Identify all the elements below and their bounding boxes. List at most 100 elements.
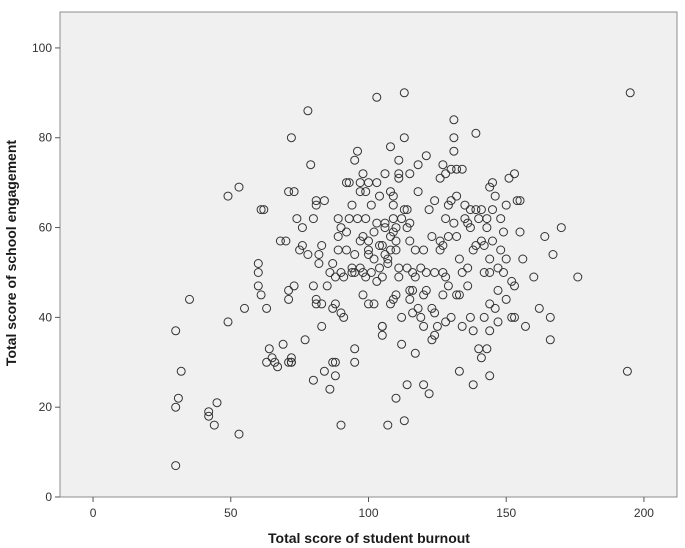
scatter-point — [463, 281, 473, 291]
scatter-point — [413, 160, 423, 170]
scatter-point — [499, 227, 508, 237]
scatter-point — [325, 268, 335, 277]
scatter-point — [457, 321, 467, 331]
scatter-point — [372, 276, 382, 286]
scatter-point — [284, 187, 294, 197]
scatter-point — [256, 205, 266, 215]
scatter-point — [622, 366, 632, 376]
scatter-point — [405, 294, 415, 304]
scatter-point — [369, 227, 379, 237]
scatter-point — [501, 294, 511, 304]
scatter-point — [496, 214, 506, 224]
scatter-point — [446, 164, 456, 174]
scatter-point — [416, 312, 426, 322]
scatter-point — [328, 357, 338, 367]
scatter-point — [369, 299, 379, 309]
scatter-point — [234, 182, 244, 192]
x-tick-label: 0 — [90, 506, 97, 520]
scatter-point — [397, 312, 407, 322]
x-tick-label: 100 — [358, 506, 378, 520]
scatter-point — [490, 191, 500, 201]
scatter-point — [375, 191, 384, 201]
scatter-point — [501, 200, 511, 210]
scatter-point — [452, 290, 462, 300]
scatter-point — [410, 348, 420, 358]
scatter-point — [430, 196, 440, 206]
scatter-point — [435, 245, 445, 255]
scatter-point — [438, 268, 448, 277]
scatter-point — [408, 268, 418, 277]
scatter-point — [364, 236, 373, 246]
scatter-point — [355, 263, 365, 273]
scatter-point — [427, 303, 437, 313]
scatter-point — [377, 321, 387, 331]
scatter-point — [405, 169, 415, 179]
scatter-point — [383, 420, 393, 430]
scatter-point — [358, 169, 368, 179]
scatter-point — [311, 299, 321, 309]
scatter-point — [496, 245, 506, 255]
scatter-point — [388, 191, 398, 201]
scatter-point — [534, 303, 544, 313]
scatter-point — [468, 380, 478, 390]
scatter-point — [413, 303, 423, 313]
scatter-point — [209, 420, 219, 430]
scatter-point — [482, 223, 492, 233]
scatter-point — [284, 285, 294, 295]
scatter-point — [471, 205, 481, 215]
scatter-point — [267, 353, 277, 363]
scatter-point — [454, 366, 464, 376]
scatter-point — [380, 169, 390, 179]
scatter-point — [438, 290, 448, 300]
scatter-point — [419, 380, 429, 390]
scatter-point — [330, 299, 340, 309]
scatter-point — [452, 191, 462, 201]
scatter-point — [493, 285, 503, 295]
scatter-point — [394, 169, 404, 179]
scatter-point — [185, 294, 194, 304]
scatter-point — [485, 254, 495, 264]
scatter-point — [449, 133, 459, 143]
scatter-point — [330, 357, 340, 367]
scatter-point — [399, 133, 409, 143]
scatter-point — [432, 321, 442, 331]
scatter-point — [479, 241, 489, 250]
scatter-point — [485, 326, 495, 336]
scatter-point — [325, 384, 335, 394]
scatter-point — [545, 335, 555, 345]
scatter-point — [319, 196, 329, 206]
scatter-point — [380, 223, 390, 233]
scatter-point — [306, 160, 316, 170]
x-axis-title: Total score of student burnout — [268, 530, 470, 546]
scatter-point — [361, 187, 371, 197]
scatter-point — [286, 133, 296, 143]
scatter-point — [347, 200, 357, 210]
scatter-point — [375, 263, 384, 273]
scatter-point — [347, 268, 357, 277]
scatter-point — [281, 236, 291, 246]
scatter-point — [223, 191, 233, 201]
scatter-point — [463, 218, 473, 228]
scatter-point — [383, 259, 393, 268]
scatter-point — [493, 317, 503, 327]
scatter-point — [430, 330, 440, 340]
x-tick-label: 200 — [634, 506, 654, 520]
x-tick-label: 50 — [224, 506, 238, 520]
y-tick-label: 40 — [39, 310, 53, 324]
scatter-point — [342, 227, 351, 237]
scatter-point — [391, 393, 401, 403]
scatter-point — [358, 232, 368, 241]
y-tick-label: 60 — [39, 221, 53, 235]
scatter-point — [488, 178, 497, 188]
scatter-point — [452, 232, 462, 241]
scatter-point — [454, 290, 464, 300]
scatter-point — [289, 281, 299, 291]
scatter-point — [386, 232, 395, 241]
scatter-point — [438, 241, 448, 250]
scatter-point — [394, 272, 404, 282]
scatter-point — [171, 402, 181, 412]
scatter-point — [507, 312, 517, 322]
scatter-point — [468, 245, 478, 255]
scatter-point — [402, 205, 412, 215]
scatter-point — [479, 312, 489, 322]
